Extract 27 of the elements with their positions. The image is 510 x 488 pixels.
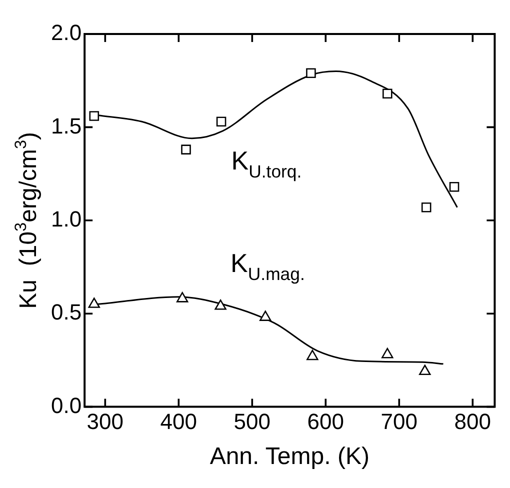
x-tick-label: 800 (454, 409, 492, 434)
point (260, 310, 272, 321)
point (306, 68, 316, 78)
x-axis-title: Ann. Temp. (K) (210, 443, 370, 470)
point (181, 144, 191, 154)
x-tick-label: 300 (86, 409, 124, 434)
point (382, 88, 392, 99)
y-tick-label: 2.0 (50, 20, 82, 46)
point (216, 116, 226, 126)
x-tick-label: 400 (160, 409, 198, 434)
point (421, 202, 432, 212)
point (176, 292, 188, 302)
point (89, 111, 100, 121)
x-tick-label: 500 (234, 409, 271, 434)
point (382, 348, 394, 358)
point (306, 350, 318, 360)
point (214, 299, 226, 310)
y-tick-label: 1.5 (50, 113, 82, 138)
y-tick-label: 0.5 (50, 300, 82, 325)
x-tick-label: 700 (380, 409, 418, 434)
y-axis-title: Ku (103erg/cm3) (12, 132, 42, 309)
y-tick-label: 0.0 (50, 392, 82, 418)
point (88, 298, 100, 308)
point (419, 364, 431, 376)
x-tick-label: 600 (307, 409, 344, 434)
point (449, 182, 460, 192)
y-tick-label: 1.0 (50, 206, 82, 232)
